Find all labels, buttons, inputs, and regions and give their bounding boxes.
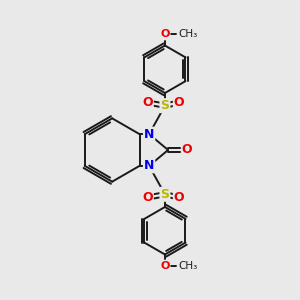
Text: S: S: [160, 99, 169, 112]
Text: S: S: [160, 188, 169, 201]
Text: O: O: [182, 143, 192, 157]
Text: N: N: [144, 128, 154, 141]
Text: O: O: [160, 261, 170, 271]
Text: O: O: [174, 191, 184, 204]
Text: O: O: [174, 96, 184, 109]
Text: O: O: [142, 96, 153, 109]
Text: CH₃: CH₃: [178, 261, 197, 271]
Text: N: N: [144, 159, 154, 172]
Text: CH₃: CH₃: [178, 29, 197, 39]
Text: O: O: [160, 29, 170, 39]
Text: O: O: [142, 191, 153, 204]
